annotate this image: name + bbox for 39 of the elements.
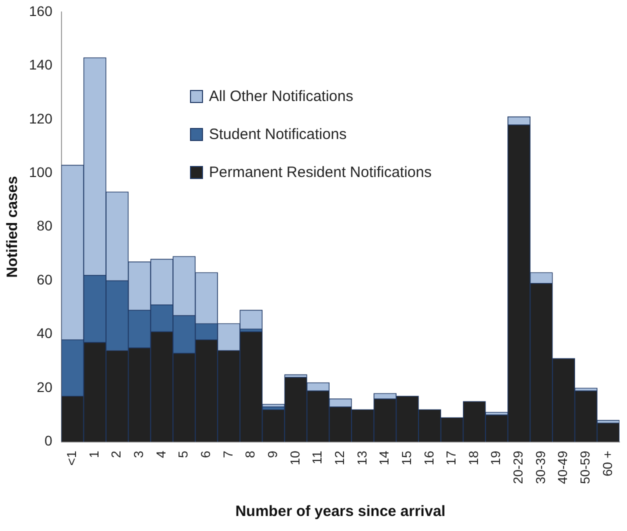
x-tick-label: 13 [354, 450, 370, 466]
x-tick-label: 40-49 [555, 450, 570, 484]
x-tick-label: 16 [421, 450, 436, 466]
x-tick-label: 12 [332, 450, 347, 466]
x-tick-label: 20-29 [510, 450, 526, 484]
x-tick-label: 8 [242, 450, 258, 458]
y-tick-label: 60 [36, 271, 53, 288]
x-tick-label: 50-59 [578, 450, 593, 484]
x-tick-label: <1 [64, 450, 80, 466]
x-tick-label: 11 [310, 450, 325, 464]
x-tick-label: 19 [488, 450, 504, 466]
legend-label: Permanent Resident Notifications [209, 164, 432, 180]
legend-label: Student Notifications [209, 126, 347, 142]
x-tick-label: 6 [198, 450, 214, 458]
y-tick-label: 160 [29, 2, 53, 19]
y-tick-label: 100 [29, 164, 53, 180]
x-tick-label: 7 [220, 450, 236, 458]
y-tick-label: 140 [29, 56, 53, 73]
x-tick-label: 10 [287, 450, 302, 466]
x-tick-label: 30-39 [532, 450, 548, 484]
x-tick-label: 60 + [600, 450, 615, 476]
y-tick-label: 120 [29, 110, 53, 126]
x-tick-label: 4 [153, 450, 168, 458]
x-tick-label: 5 [176, 450, 191, 458]
x-tick-label: 9 [265, 450, 280, 458]
y-tick-label: 20 [36, 378, 53, 395]
y-tick-label: 40 [36, 325, 53, 342]
y-tick-label: 80 [36, 218, 53, 234]
x-tick-label: 3 [131, 450, 146, 458]
y-tick-label: 0 [44, 432, 53, 449]
x-tick-label: 18 [466, 450, 481, 466]
legend-label: All Other Notifications [209, 88, 354, 104]
x-tick-label: 2 [108, 450, 124, 458]
x-tick-label: 1 [86, 450, 102, 458]
x-tick-label: 15 [398, 450, 414, 466]
x-axis-title: Number of years since arrival [235, 503, 446, 520]
x-tick-label: 17 [444, 450, 459, 466]
y-axis-title: Notified cases [4, 176, 22, 278]
x-tick-label: 14 [376, 450, 392, 466]
